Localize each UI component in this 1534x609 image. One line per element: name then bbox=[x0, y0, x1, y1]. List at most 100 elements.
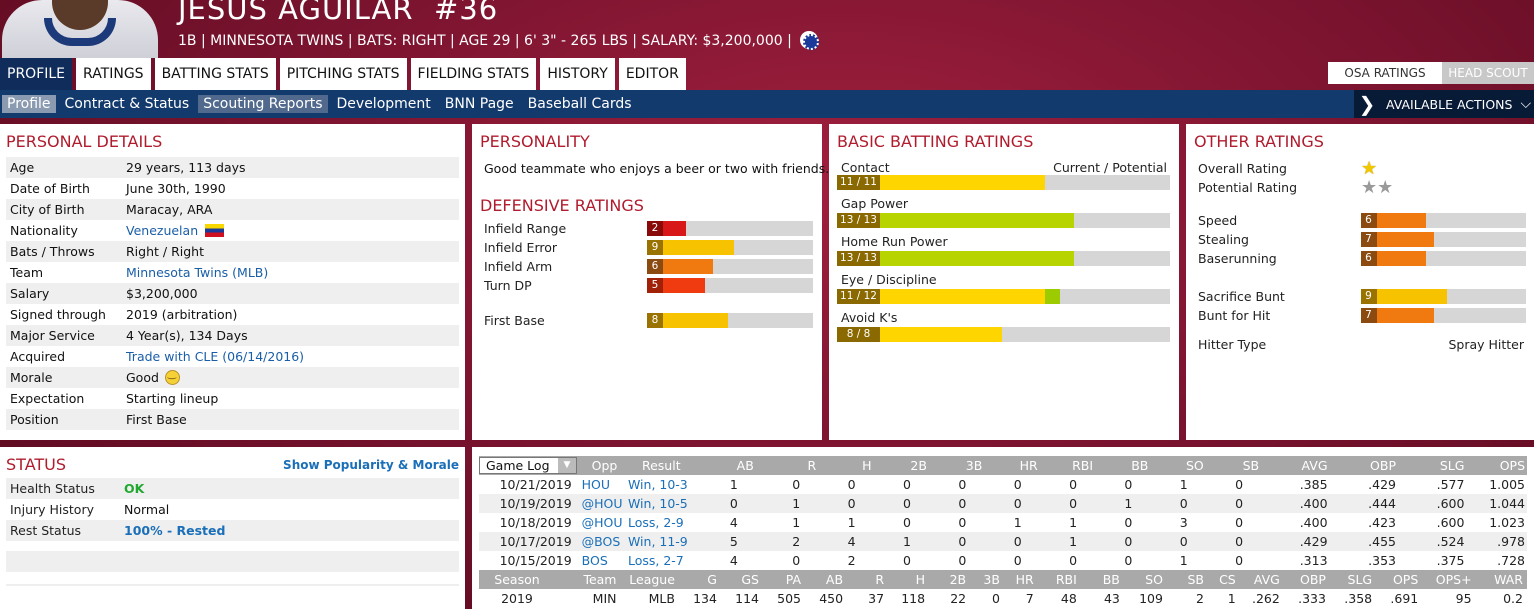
game-log-panel: Game Log ▼ Opp Result AB R H 2B 3B HR RBI BB SO SB A… bbox=[472, 447, 1534, 609]
stat-cell: 4 bbox=[729, 515, 738, 530]
column-header[interactable]: Team bbox=[558, 570, 621, 589]
rating-value: 8 bbox=[647, 313, 663, 328]
tab-profile[interactable]: PROFILE bbox=[0, 58, 73, 90]
column-header[interactable]: SLG bbox=[1398, 456, 1467, 475]
game-result-link[interactable]: Win, 10-5 bbox=[625, 494, 694, 513]
defensive-rating-label: Infield Arm bbox=[484, 259, 553, 274]
column-header[interactable]: 3B bbox=[970, 570, 1004, 589]
season-stat-cell: 22 bbox=[950, 591, 967, 606]
column-header[interactable]: CS bbox=[1207, 570, 1240, 589]
game-result-link[interactable]: Win, 11-9 bbox=[625, 532, 694, 551]
column-header[interactable]: 2B bbox=[873, 456, 929, 475]
status-value: 100% - Rested bbox=[124, 523, 226, 538]
column-header[interactable]: SLG bbox=[1329, 570, 1377, 589]
column-header[interactable]: H bbox=[818, 456, 874, 475]
column-header[interactable]: League bbox=[620, 570, 679, 589]
column-header[interactable]: OPS+ bbox=[1422, 570, 1476, 589]
detail-value[interactable]: Trade with CLE (06/14/2016) bbox=[126, 349, 305, 364]
column-header[interactable]: Season bbox=[479, 570, 559, 589]
detail-value: First Base bbox=[126, 412, 187, 427]
osa-ratings-button[interactable]: OSA RATINGS bbox=[1328, 62, 1442, 84]
tab-pitching-stats[interactable]: PITCHING STATS bbox=[279, 58, 407, 90]
rating-bar-fill bbox=[663, 313, 728, 328]
column-header[interactable]: AVG bbox=[1239, 570, 1284, 589]
column-header[interactable]: SB bbox=[1205, 456, 1262, 475]
season-stat-cell: 450 bbox=[819, 591, 844, 606]
column-header[interactable]: R bbox=[755, 456, 819, 475]
column-header[interactable]: SB bbox=[1166, 570, 1208, 589]
rating-value: 11 / 11 bbox=[837, 175, 880, 190]
column-header[interactable]: RBI bbox=[1039, 456, 1096, 475]
opponent-link[interactable]: @HOU bbox=[581, 515, 623, 530]
detail-value[interactable]: Minnesota Twins (MLB) bbox=[126, 265, 269, 280]
column-header[interactable]: OPS bbox=[1376, 570, 1423, 589]
column-header[interactable]: BB bbox=[1080, 570, 1124, 589]
column-header[interactable]: BB bbox=[1095, 456, 1151, 475]
subnav-scouting-reports[interactable]: Scouting Reports bbox=[198, 95, 328, 113]
team-logo-icon[interactable] bbox=[800, 31, 820, 50]
detail-row: Date of Birth June 30th, 1990 bbox=[6, 178, 459, 199]
opponent-link[interactable]: HOU bbox=[581, 477, 611, 492]
column-header[interactable]: OBP bbox=[1329, 456, 1398, 475]
column-header[interactable]: SO bbox=[1123, 570, 1167, 589]
tab-batting-stats[interactable]: BATTING STATS bbox=[154, 58, 276, 90]
detail-value[interactable]: Venezuelan bbox=[126, 223, 199, 238]
column-header[interactable]: SO bbox=[1150, 456, 1206, 475]
column-header[interactable]: GS bbox=[720, 570, 763, 589]
rating-bar-fill bbox=[1376, 232, 1434, 247]
detail-label: Salary bbox=[10, 286, 50, 301]
game-log-select[interactable]: Game Log ▼ bbox=[479, 457, 577, 474]
game-log-select-value: Game Log bbox=[486, 458, 550, 473]
opponent-link[interactable]: @HOU bbox=[577, 494, 626, 513]
column-header[interactable]: Opp bbox=[577, 456, 626, 475]
batting-ratings-title: BASIC BATTING RATINGS bbox=[837, 132, 1034, 151]
column-header[interactable]: H bbox=[888, 570, 930, 589]
subnav-development[interactable]: Development bbox=[336, 96, 431, 112]
rating-bar-fill bbox=[663, 278, 705, 293]
column-header[interactable]: 2B bbox=[929, 570, 971, 589]
subnav-bnn-page[interactable]: BNN Page bbox=[444, 96, 514, 112]
column-header[interactable]: 3B bbox=[928, 456, 985, 475]
head-scout-button[interactable]: HEAD SCOUT bbox=[1442, 62, 1534, 84]
column-header[interactable]: AB bbox=[693, 456, 756, 475]
subnav-profile[interactable]: Profile bbox=[2, 95, 56, 113]
game-result-link[interactable]: Win, 10-3 bbox=[627, 477, 688, 492]
column-header[interactable]: Result bbox=[625, 456, 694, 475]
other-rating-row: Speed 6 bbox=[1194, 211, 1526, 230]
other-ratings-title: OTHER RATINGS bbox=[1194, 132, 1324, 151]
column-header[interactable]: HR bbox=[984, 456, 1040, 475]
stat-cell: .978 bbox=[1466, 532, 1527, 551]
column-header[interactable]: HR bbox=[1003, 570, 1038, 589]
tab-ratings[interactable]: RATINGS bbox=[76, 58, 151, 90]
column-header[interactable]: OBP bbox=[1283, 570, 1330, 589]
column-header[interactable]: RBI bbox=[1037, 570, 1081, 589]
season-stat-cell: .262 bbox=[1251, 591, 1280, 606]
stat-cell: 0 bbox=[1150, 494, 1206, 513]
rating-bar: 6 bbox=[1360, 251, 1526, 266]
tab-fielding-stats[interactable]: FIELDING STATS bbox=[410, 58, 537, 90]
game-result-link[interactable]: Loss, 2-7 bbox=[627, 553, 684, 568]
tab-editor[interactable]: EDITOR bbox=[618, 58, 686, 90]
column-header[interactable]: R bbox=[847, 570, 889, 589]
opponent-link[interactable]: @BOS bbox=[577, 532, 626, 551]
subnav-contract-status[interactable]: Contract & Status bbox=[64, 96, 190, 112]
show-popularity-morale-link[interactable]: Show Popularity & Morale bbox=[283, 457, 459, 472]
detail-row: Nationality Venezuelan bbox=[6, 220, 459, 241]
detail-row: Acquired Trade with CLE (06/14/2016) bbox=[6, 346, 459, 367]
game-result-link[interactable]: Loss, 2-9 bbox=[627, 515, 684, 530]
column-header[interactable]: WAR bbox=[1475, 570, 1527, 589]
column-header[interactable]: AVG bbox=[1261, 456, 1330, 475]
subnav-baseball-cards[interactable]: Baseball Cards bbox=[527, 96, 632, 112]
tab-history[interactable]: HISTORY bbox=[540, 58, 615, 90]
available-actions-menu[interactable]: ❯ AVAILABLE ACTIONS ⌵ bbox=[1354, 90, 1534, 118]
rating-bar: 9 bbox=[647, 240, 813, 255]
column-header[interactable]: PA bbox=[762, 570, 806, 589]
rating-bar: 13 / 13 bbox=[837, 213, 1170, 228]
opponent-link[interactable]: BOS bbox=[581, 553, 608, 568]
column-header[interactable]: G bbox=[678, 570, 721, 589]
column-header[interactable]: AB bbox=[805, 570, 848, 589]
chevron-down-icon: ⌵ bbox=[1520, 96, 1532, 112]
column-header[interactable]: OPS bbox=[1466, 456, 1527, 475]
detail-value: $3,200,000 bbox=[126, 286, 198, 301]
game-log-table: Game Log ▼ Opp Result AB R H 2B 3B HR RBI BB SO SB A… bbox=[479, 456, 1527, 570]
